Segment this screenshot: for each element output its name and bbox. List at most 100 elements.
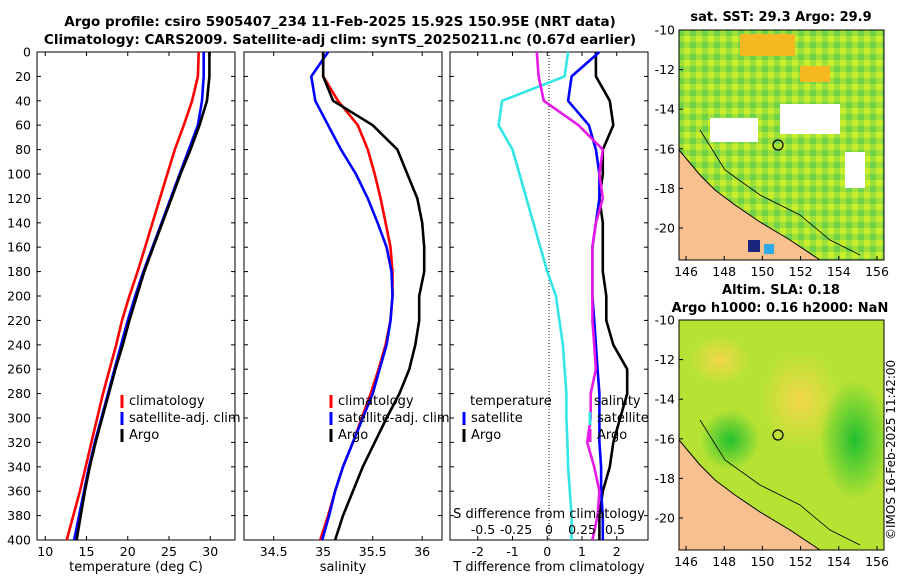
x-tick-label: 30 xyxy=(202,544,218,559)
difference-legend: temperature satellite Argo salinity sate… xyxy=(462,394,649,443)
sst-cloud-gap xyxy=(780,104,840,134)
legend-salinity-title: salinity xyxy=(594,394,641,409)
x2-tick-label: -0.5 xyxy=(471,522,495,537)
x-tick-label: 34.5 xyxy=(260,544,288,559)
lon-tick-label: 154 xyxy=(827,264,851,279)
depth-tick-label: 40 xyxy=(15,93,31,108)
sst-coastline xyxy=(679,149,821,260)
depth-tick-label: 80 xyxy=(15,142,31,157)
depth-tick-label: 260 xyxy=(7,362,31,377)
sla-depth-contour xyxy=(699,419,861,546)
legend-temperature-title: temperature xyxy=(470,394,552,409)
lon-tick-label: 148 xyxy=(712,264,736,279)
depth-tick-label: 100 xyxy=(7,167,31,182)
salinity-axis-ticks: 34.5 35 35.5 36 xyxy=(244,51,442,559)
depth-tick-label: 20 xyxy=(15,69,31,84)
difference-axis-ticks: -2 -1 0 1 2 xyxy=(450,51,648,559)
temperature-panel: 10 15 20 25 30 temperature (deg C) climatolo… xyxy=(36,51,241,575)
series-line-salinity-satellite xyxy=(566,51,605,540)
legend-satellite-label: satellite-adj. clim xyxy=(338,411,450,426)
sla-map: 146 148 150 152 154 156 -10 -12 -14 -16 -18 -20 xyxy=(655,313,889,570)
x-tick-label: 15 xyxy=(79,544,95,559)
lat-tick-label: -10 xyxy=(655,313,675,328)
series-line-climatology xyxy=(65,51,200,541)
sst-cold-pixel xyxy=(748,240,760,252)
x-tick-label: 1 xyxy=(578,544,586,559)
x-tick-label: 2 xyxy=(613,544,621,559)
difference-x2label: S difference from climatology xyxy=(453,507,645,522)
sst-map-frame xyxy=(678,29,885,261)
lat-tick-label: -16 xyxy=(655,431,675,446)
lon-tick-label: 152 xyxy=(789,554,813,569)
temperature-series-lines xyxy=(65,51,211,541)
lat-tick-label: -14 xyxy=(655,102,675,117)
lon-tick-label: 146 xyxy=(674,554,698,569)
depth-tick-label: 180 xyxy=(7,264,31,279)
salinity-series-lines xyxy=(309,51,426,541)
salinity-panel: 34.5 35 35.5 36 salinity climatology satell… xyxy=(243,51,450,575)
sst-depth-contour xyxy=(699,129,861,256)
difference-xlabel: T difference from climatology xyxy=(452,560,645,575)
lon-tick-label: 150 xyxy=(750,554,774,569)
sst-cold-pixel xyxy=(764,244,774,254)
series-line-temperature-satellite xyxy=(497,51,573,540)
lat-tick-label: -18 xyxy=(655,181,675,196)
x-tick-label: 35.5 xyxy=(359,544,387,559)
depth-tick-label: 200 xyxy=(7,289,31,304)
depth-tick-label: 280 xyxy=(7,386,31,401)
depth-tick-label: 320 xyxy=(7,435,31,450)
legend-climatology-label: climatology xyxy=(129,394,205,409)
sst-cloud-gap xyxy=(845,152,865,188)
lat-tick-label: -12 xyxy=(655,62,675,77)
difference-panel: -2 -1 0 1 2 T difference from climatology S … xyxy=(449,51,649,575)
sla-map-frame xyxy=(678,319,885,551)
temperature-xlabel: temperature (deg C) xyxy=(69,560,203,575)
lat-tick-label: -14 xyxy=(655,392,675,407)
x-tick-label: 35 xyxy=(315,544,331,559)
x2-tick-label: 0 xyxy=(545,522,553,537)
depth-tick-label: 120 xyxy=(7,191,31,206)
lat-tick-label: -20 xyxy=(655,511,675,526)
lon-tick-label: 156 xyxy=(865,264,889,279)
x-tick-label: 25 xyxy=(161,544,177,559)
difference-series-lines xyxy=(497,51,629,541)
temperature-axis-ticks: 10 15 20 25 30 xyxy=(37,51,235,559)
x2-tick-label: -0.25 xyxy=(500,522,532,537)
sst-warm-patch xyxy=(800,66,830,82)
sla-low-anomaly xyxy=(700,410,760,470)
lon-tick-label: 148 xyxy=(712,554,736,569)
salinity-legend: climatology satellite-adj. clim Argo xyxy=(329,394,450,443)
lon-tick-label: 146 xyxy=(674,264,698,279)
sla-map-ticks: 146 148 150 152 154 156 -10 -12 -14 -16 -18 -20 xyxy=(655,313,889,570)
lon-tick-label: 152 xyxy=(789,264,813,279)
x-tick-label: 0 xyxy=(543,544,551,559)
series-line-salinity-argo xyxy=(535,51,605,541)
lon-tick-label: 154 xyxy=(827,554,851,569)
sla-map-title-1: Altim. SLA: 0.18 xyxy=(722,283,840,298)
legend-sal-argo-label: Argo xyxy=(597,428,627,443)
salinity-diff-tick-labels: -0.5 -0.25 0 0.25 0.5 xyxy=(471,522,625,537)
lat-tick-label: -18 xyxy=(655,471,675,486)
legend-sal-satellite-label: satellite xyxy=(597,411,649,426)
depth-tick-label: 380 xyxy=(7,508,31,523)
sla-high-anomaly xyxy=(690,335,750,385)
title-line-2: Climatology: CARS2009. Satellite-adj cli… xyxy=(43,32,637,48)
argo-float-marker xyxy=(772,139,784,151)
lat-tick-label: -20 xyxy=(655,221,675,236)
temperature-legend: climatology satellite-adj. clim Argo xyxy=(120,394,241,443)
x-tick-label: 20 xyxy=(120,544,136,559)
depth-tick-label: 160 xyxy=(7,240,31,255)
sst-cloud-gap xyxy=(710,118,758,142)
legend-argo-label: Argo xyxy=(129,428,159,443)
legend-climatology-label: climatology xyxy=(338,394,414,409)
lon-tick-label: 156 xyxy=(865,554,889,569)
depth-tick-label: 400 xyxy=(7,533,31,548)
sst-warm-patch xyxy=(740,34,795,56)
sla-coastline xyxy=(679,439,821,550)
depth-tick-label: 60 xyxy=(15,118,31,133)
title-line-1: Argo profile: csiro 5905407_234 11-Feb-2… xyxy=(64,14,616,30)
lat-tick-label: -10 xyxy=(655,23,675,38)
imos-credit: ©IMOS 16-Feb-2025 11:42:00 xyxy=(884,359,898,540)
x2-tick-label: 0.25 xyxy=(568,522,596,537)
